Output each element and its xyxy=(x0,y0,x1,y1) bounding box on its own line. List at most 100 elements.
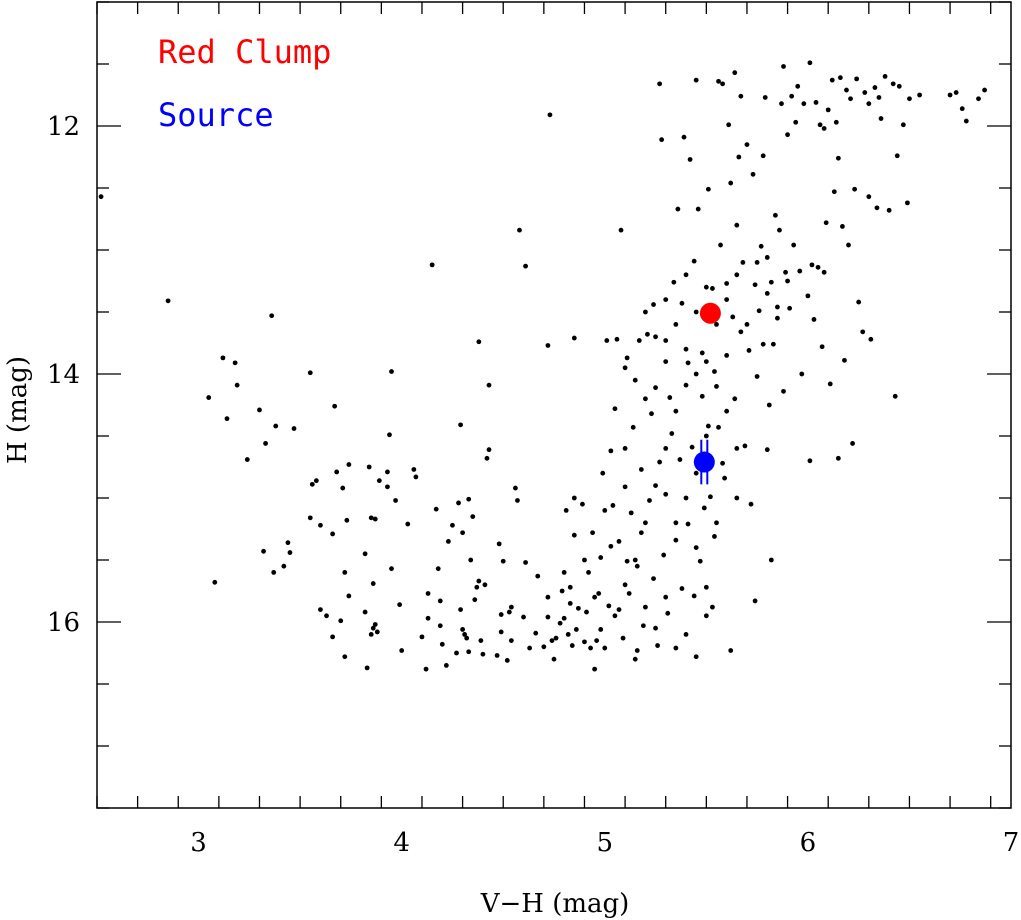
scatter-point xyxy=(98,194,104,200)
scatter-point xyxy=(342,570,348,575)
scatter-point xyxy=(712,534,717,539)
scatter-point xyxy=(592,666,598,672)
scatter-point xyxy=(724,297,730,302)
scatter-point xyxy=(846,242,851,248)
scatter-point xyxy=(807,60,813,66)
legend-entry-red-clump: Red Clump xyxy=(158,33,331,71)
scatter-point xyxy=(677,457,683,462)
scatter-point xyxy=(886,207,892,213)
scatter-point xyxy=(781,388,786,394)
scatter-point xyxy=(809,262,815,268)
legend-entry-source: Source xyxy=(158,96,274,134)
scatter-point xyxy=(523,263,528,269)
scatter-point xyxy=(663,491,669,497)
scatter-point xyxy=(726,122,732,128)
y-tick-label: 12 xyxy=(47,112,80,142)
scatter-point xyxy=(963,118,969,124)
scatter-point xyxy=(425,615,431,621)
scatter-point xyxy=(630,424,636,430)
scatter-point xyxy=(732,396,738,402)
scatter-point xyxy=(454,650,459,656)
scatter-point xyxy=(433,506,439,512)
scatter-point xyxy=(307,370,313,376)
scatter-point xyxy=(663,446,669,451)
scatter-point xyxy=(781,64,786,69)
scatter-point xyxy=(907,96,912,102)
scatter-point xyxy=(640,623,646,629)
scatter-point xyxy=(622,365,628,371)
scatter-point xyxy=(829,77,835,83)
scatter-point xyxy=(389,369,394,374)
scatter-point xyxy=(291,426,297,431)
scatter-point xyxy=(460,530,465,536)
scatter-point xyxy=(892,393,898,399)
scatter-point xyxy=(541,644,547,650)
scatter-point xyxy=(683,495,689,501)
scatter-point xyxy=(575,605,581,611)
scatter-point xyxy=(797,268,803,274)
scatter-point xyxy=(622,582,628,588)
scatter-point xyxy=(521,614,526,620)
scatter-point xyxy=(598,555,604,560)
scatter-point xyxy=(844,87,849,93)
scatter-point xyxy=(571,335,577,341)
scatter-point xyxy=(917,92,922,98)
scatter-point xyxy=(764,255,770,260)
scatter-point xyxy=(206,395,212,400)
scatter-point xyxy=(645,331,650,337)
scatter-point xyxy=(600,470,606,476)
scatter-point xyxy=(582,557,587,563)
scatter-point xyxy=(793,119,799,125)
scatter-point xyxy=(588,645,593,651)
scatter-point xyxy=(805,293,811,299)
scatter-point xyxy=(460,627,465,632)
scatter-point xyxy=(484,455,490,461)
scatter-point xyxy=(614,336,620,342)
scatter-point xyxy=(894,153,900,159)
scatter-point xyxy=(643,396,648,402)
scatter-point xyxy=(346,593,352,599)
scatter-point xyxy=(632,656,638,662)
scatter-point xyxy=(545,614,551,620)
scatter-point xyxy=(374,629,380,635)
scatter-point xyxy=(740,260,746,265)
scatter-point xyxy=(734,272,740,278)
scatter-point xyxy=(693,654,699,660)
scatter-point xyxy=(405,521,411,527)
scatter-point xyxy=(462,632,468,637)
scatter-point xyxy=(594,638,600,643)
scatter-point xyxy=(224,416,230,422)
scatter-point xyxy=(332,403,338,409)
scatter-point xyxy=(545,343,551,348)
scatter-point xyxy=(561,570,567,575)
scatter-point xyxy=(785,278,790,284)
scatter-point xyxy=(815,264,821,270)
scatter-point xyxy=(732,70,738,76)
scatter-point xyxy=(273,423,279,429)
scatter-point xyxy=(768,557,774,563)
scatter-point xyxy=(663,359,669,364)
scatter-point xyxy=(821,126,827,131)
scatter-point xyxy=(212,579,218,585)
highlighted-points xyxy=(693,302,721,485)
scatter-point xyxy=(703,613,709,619)
scatter-point xyxy=(768,279,774,285)
scatter-point xyxy=(580,501,585,507)
scatter-point xyxy=(376,478,382,484)
x-tick-label: 6 xyxy=(800,828,817,858)
scatter-point xyxy=(693,470,699,476)
scatter-point xyxy=(661,552,667,558)
scatter-point xyxy=(232,360,238,366)
scatter-point xyxy=(823,220,829,226)
scatter-point xyxy=(437,623,443,629)
scatter-point xyxy=(269,313,275,319)
scatter-point xyxy=(450,522,455,528)
scatter-point xyxy=(608,543,614,549)
scatter-point xyxy=(478,638,484,643)
scatter-point xyxy=(482,582,488,588)
scatter-point xyxy=(346,462,352,467)
scatter-point xyxy=(634,648,640,653)
scatter-point xyxy=(533,630,539,636)
scatter-point xyxy=(496,541,502,547)
scatter-point xyxy=(458,607,463,612)
